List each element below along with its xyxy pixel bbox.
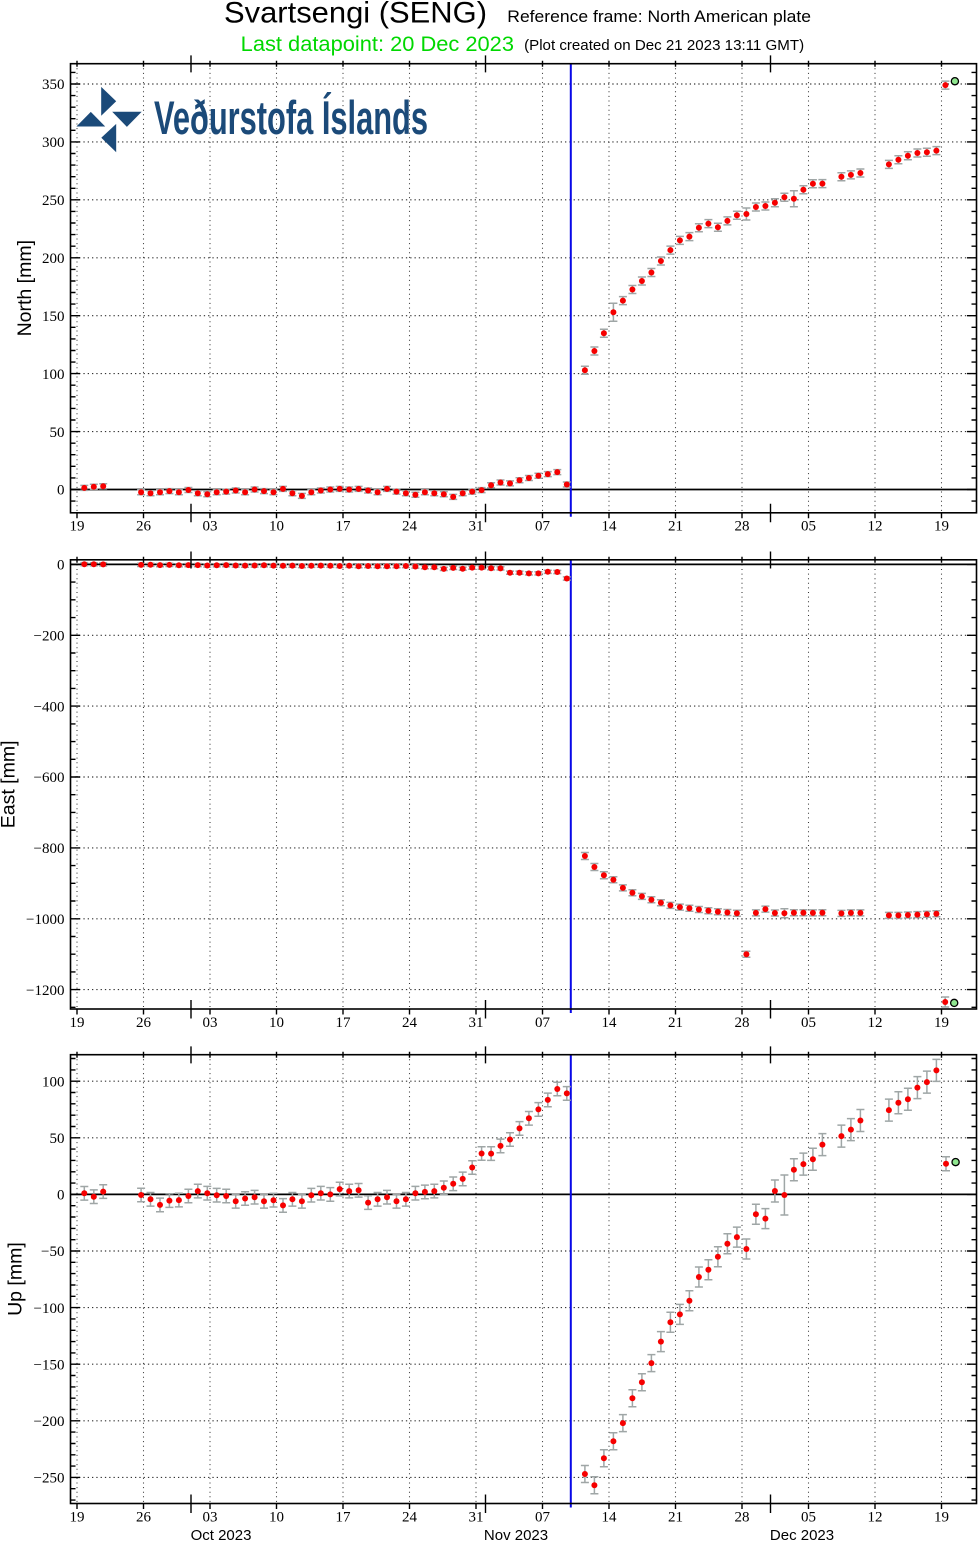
svg-text:Dec 2023: Dec 2023 <box>770 1527 834 1544</box>
svg-text:Veðurstofa Íslands: Veðurstofa Íslands <box>154 91 428 144</box>
svg-text:50: 50 <box>50 1131 65 1147</box>
svg-text:21: 21 <box>668 1509 683 1525</box>
svg-text:−150: −150 <box>34 1357 65 1373</box>
svg-text:East [mm]: East [mm] <box>0 741 20 829</box>
svg-text:26: 26 <box>136 519 152 535</box>
svg-text:21: 21 <box>668 519 683 535</box>
svg-text:14: 14 <box>602 1509 618 1525</box>
svg-text:−800: −800 <box>34 841 65 857</box>
svg-text:17: 17 <box>336 519 352 535</box>
svg-text:(Plot created on Dec 21 2023 1: (Plot created on Dec 21 2023 13:11 GMT) <box>524 38 804 54</box>
svg-text:12: 12 <box>868 519 883 535</box>
svg-text:12: 12 <box>868 1509 883 1525</box>
svg-text:05: 05 <box>801 1015 816 1031</box>
svg-text:300: 300 <box>42 135 65 151</box>
svg-text:−50: −50 <box>41 1244 64 1260</box>
svg-text:Nov 2023: Nov 2023 <box>484 1527 548 1544</box>
svg-text:150: 150 <box>42 309 65 325</box>
svg-text:26: 26 <box>136 1015 152 1031</box>
svg-text:100: 100 <box>42 1074 65 1090</box>
svg-text:31: 31 <box>469 1015 484 1031</box>
svg-text:North [mm]: North [mm] <box>14 240 36 336</box>
svg-text:100: 100 <box>42 367 65 383</box>
svg-text:Up [mm]: Up [mm] <box>5 1242 27 1316</box>
svg-text:10: 10 <box>269 519 284 535</box>
svg-text:07: 07 <box>535 519 551 535</box>
svg-text:03: 03 <box>203 1015 218 1031</box>
svg-text:0: 0 <box>57 483 65 499</box>
svg-text:Last datapoint: 20 Dec 2023: Last datapoint: 20 Dec 2023 <box>241 32 514 56</box>
svg-text:26: 26 <box>136 1509 152 1525</box>
svg-text:−1000: −1000 <box>26 912 64 928</box>
svg-text:05: 05 <box>801 519 816 535</box>
svg-text:200: 200 <box>42 251 65 267</box>
svg-text:−200: −200 <box>34 1414 65 1430</box>
svg-text:17: 17 <box>336 1509 352 1525</box>
svg-text:350: 350 <box>42 77 65 93</box>
svg-text:50: 50 <box>50 425 65 441</box>
svg-text:28: 28 <box>735 1509 750 1525</box>
svg-text:−100: −100 <box>34 1301 65 1317</box>
svg-text:19: 19 <box>70 519 85 535</box>
svg-text:Reference frame: North America: Reference frame: North American plate <box>507 7 811 26</box>
svg-text:07: 07 <box>535 1015 551 1031</box>
svg-text:28: 28 <box>735 1015 750 1031</box>
svg-text:17: 17 <box>336 1015 352 1031</box>
svg-text:19: 19 <box>70 1509 85 1525</box>
svg-text:−200: −200 <box>34 629 65 645</box>
svg-text:250: 250 <box>42 193 65 209</box>
svg-text:31: 31 <box>469 519 484 535</box>
svg-text:28: 28 <box>735 519 750 535</box>
svg-text:14: 14 <box>602 1015 618 1031</box>
svg-text:19: 19 <box>934 1509 949 1525</box>
svg-text:10: 10 <box>269 1015 284 1031</box>
svg-text:10: 10 <box>269 1509 284 1525</box>
svg-text:Svartsengi (SENG): Svartsengi (SENG) <box>224 0 487 30</box>
svg-text:−600: −600 <box>34 770 65 786</box>
svg-text:−250: −250 <box>34 1471 65 1487</box>
svg-text:19: 19 <box>934 1015 949 1031</box>
svg-text:−1200: −1200 <box>26 983 64 999</box>
svg-text:19: 19 <box>70 1015 85 1031</box>
svg-text:19: 19 <box>934 519 949 535</box>
svg-text:05: 05 <box>801 1509 816 1525</box>
svg-text:Oct 2023: Oct 2023 <box>191 1527 252 1544</box>
svg-text:12: 12 <box>868 1015 883 1031</box>
svg-text:21: 21 <box>668 1015 683 1031</box>
svg-text:−400: −400 <box>34 699 65 715</box>
svg-text:24: 24 <box>402 1509 418 1525</box>
svg-text:31: 31 <box>469 1509 484 1525</box>
svg-text:24: 24 <box>402 1015 418 1031</box>
svg-text:03: 03 <box>203 1509 218 1525</box>
svg-text:07: 07 <box>535 1509 551 1525</box>
svg-text:0: 0 <box>57 1188 65 1204</box>
svg-text:0: 0 <box>57 558 65 574</box>
svg-text:14: 14 <box>602 519 618 535</box>
svg-text:03: 03 <box>203 519 218 535</box>
svg-text:24: 24 <box>402 519 418 535</box>
